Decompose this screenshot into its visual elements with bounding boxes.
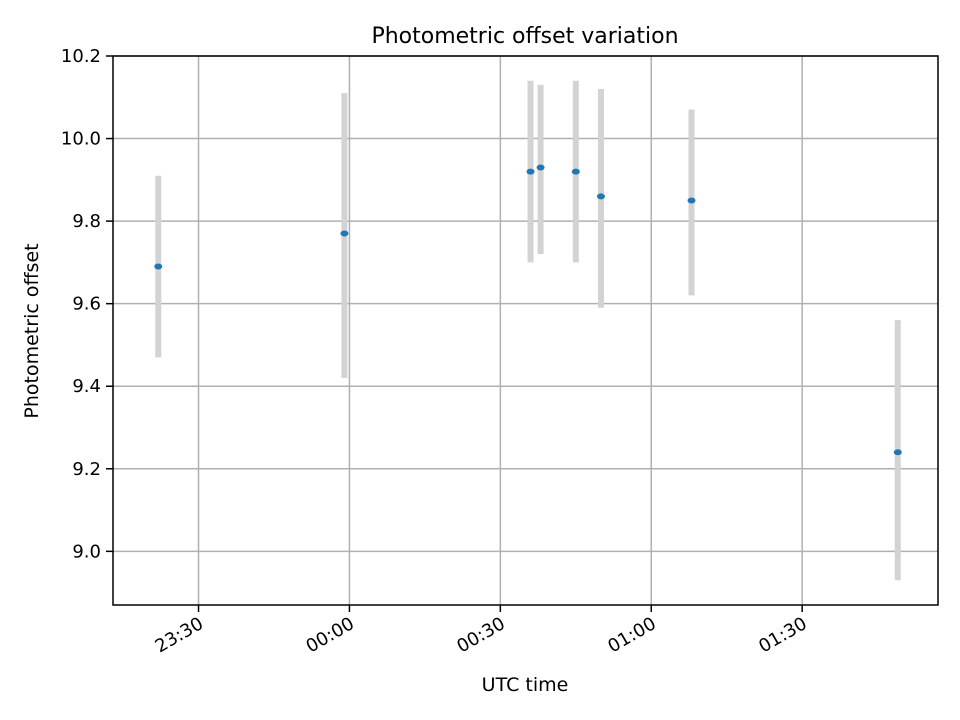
x-tick-label: 01:30	[755, 613, 810, 657]
x-tick-label: 00:00	[303, 613, 358, 657]
x-tick-label: 00:30	[453, 613, 508, 657]
y-tick-label: 9.8	[72, 211, 101, 232]
y-tick-label: 9.4	[72, 376, 101, 397]
x-tick-label: 01:00	[604, 613, 659, 657]
data-point	[154, 263, 163, 270]
plot-frame	[112, 55, 939, 606]
y-tick-label: 9.2	[72, 459, 101, 480]
data-point	[571, 168, 580, 175]
y-axis-title: Photometric offset	[21, 243, 43, 418]
y-tick-label: 10.0	[61, 129, 101, 150]
x-axis-title: UTC time	[482, 674, 569, 696]
data-point	[526, 168, 535, 175]
data-point	[596, 193, 605, 200]
data-point	[536, 164, 545, 171]
data-point	[687, 197, 696, 204]
x-tick-label: 23:30	[152, 613, 207, 657]
data-point	[340, 230, 349, 237]
y-tick-label: 9.0	[72, 541, 101, 562]
data-point	[893, 449, 902, 456]
chart-title: Photometric offset variation	[371, 24, 678, 49]
y-tick-label: 9.6	[72, 294, 101, 315]
y-tick-label: 10.2	[61, 46, 101, 67]
